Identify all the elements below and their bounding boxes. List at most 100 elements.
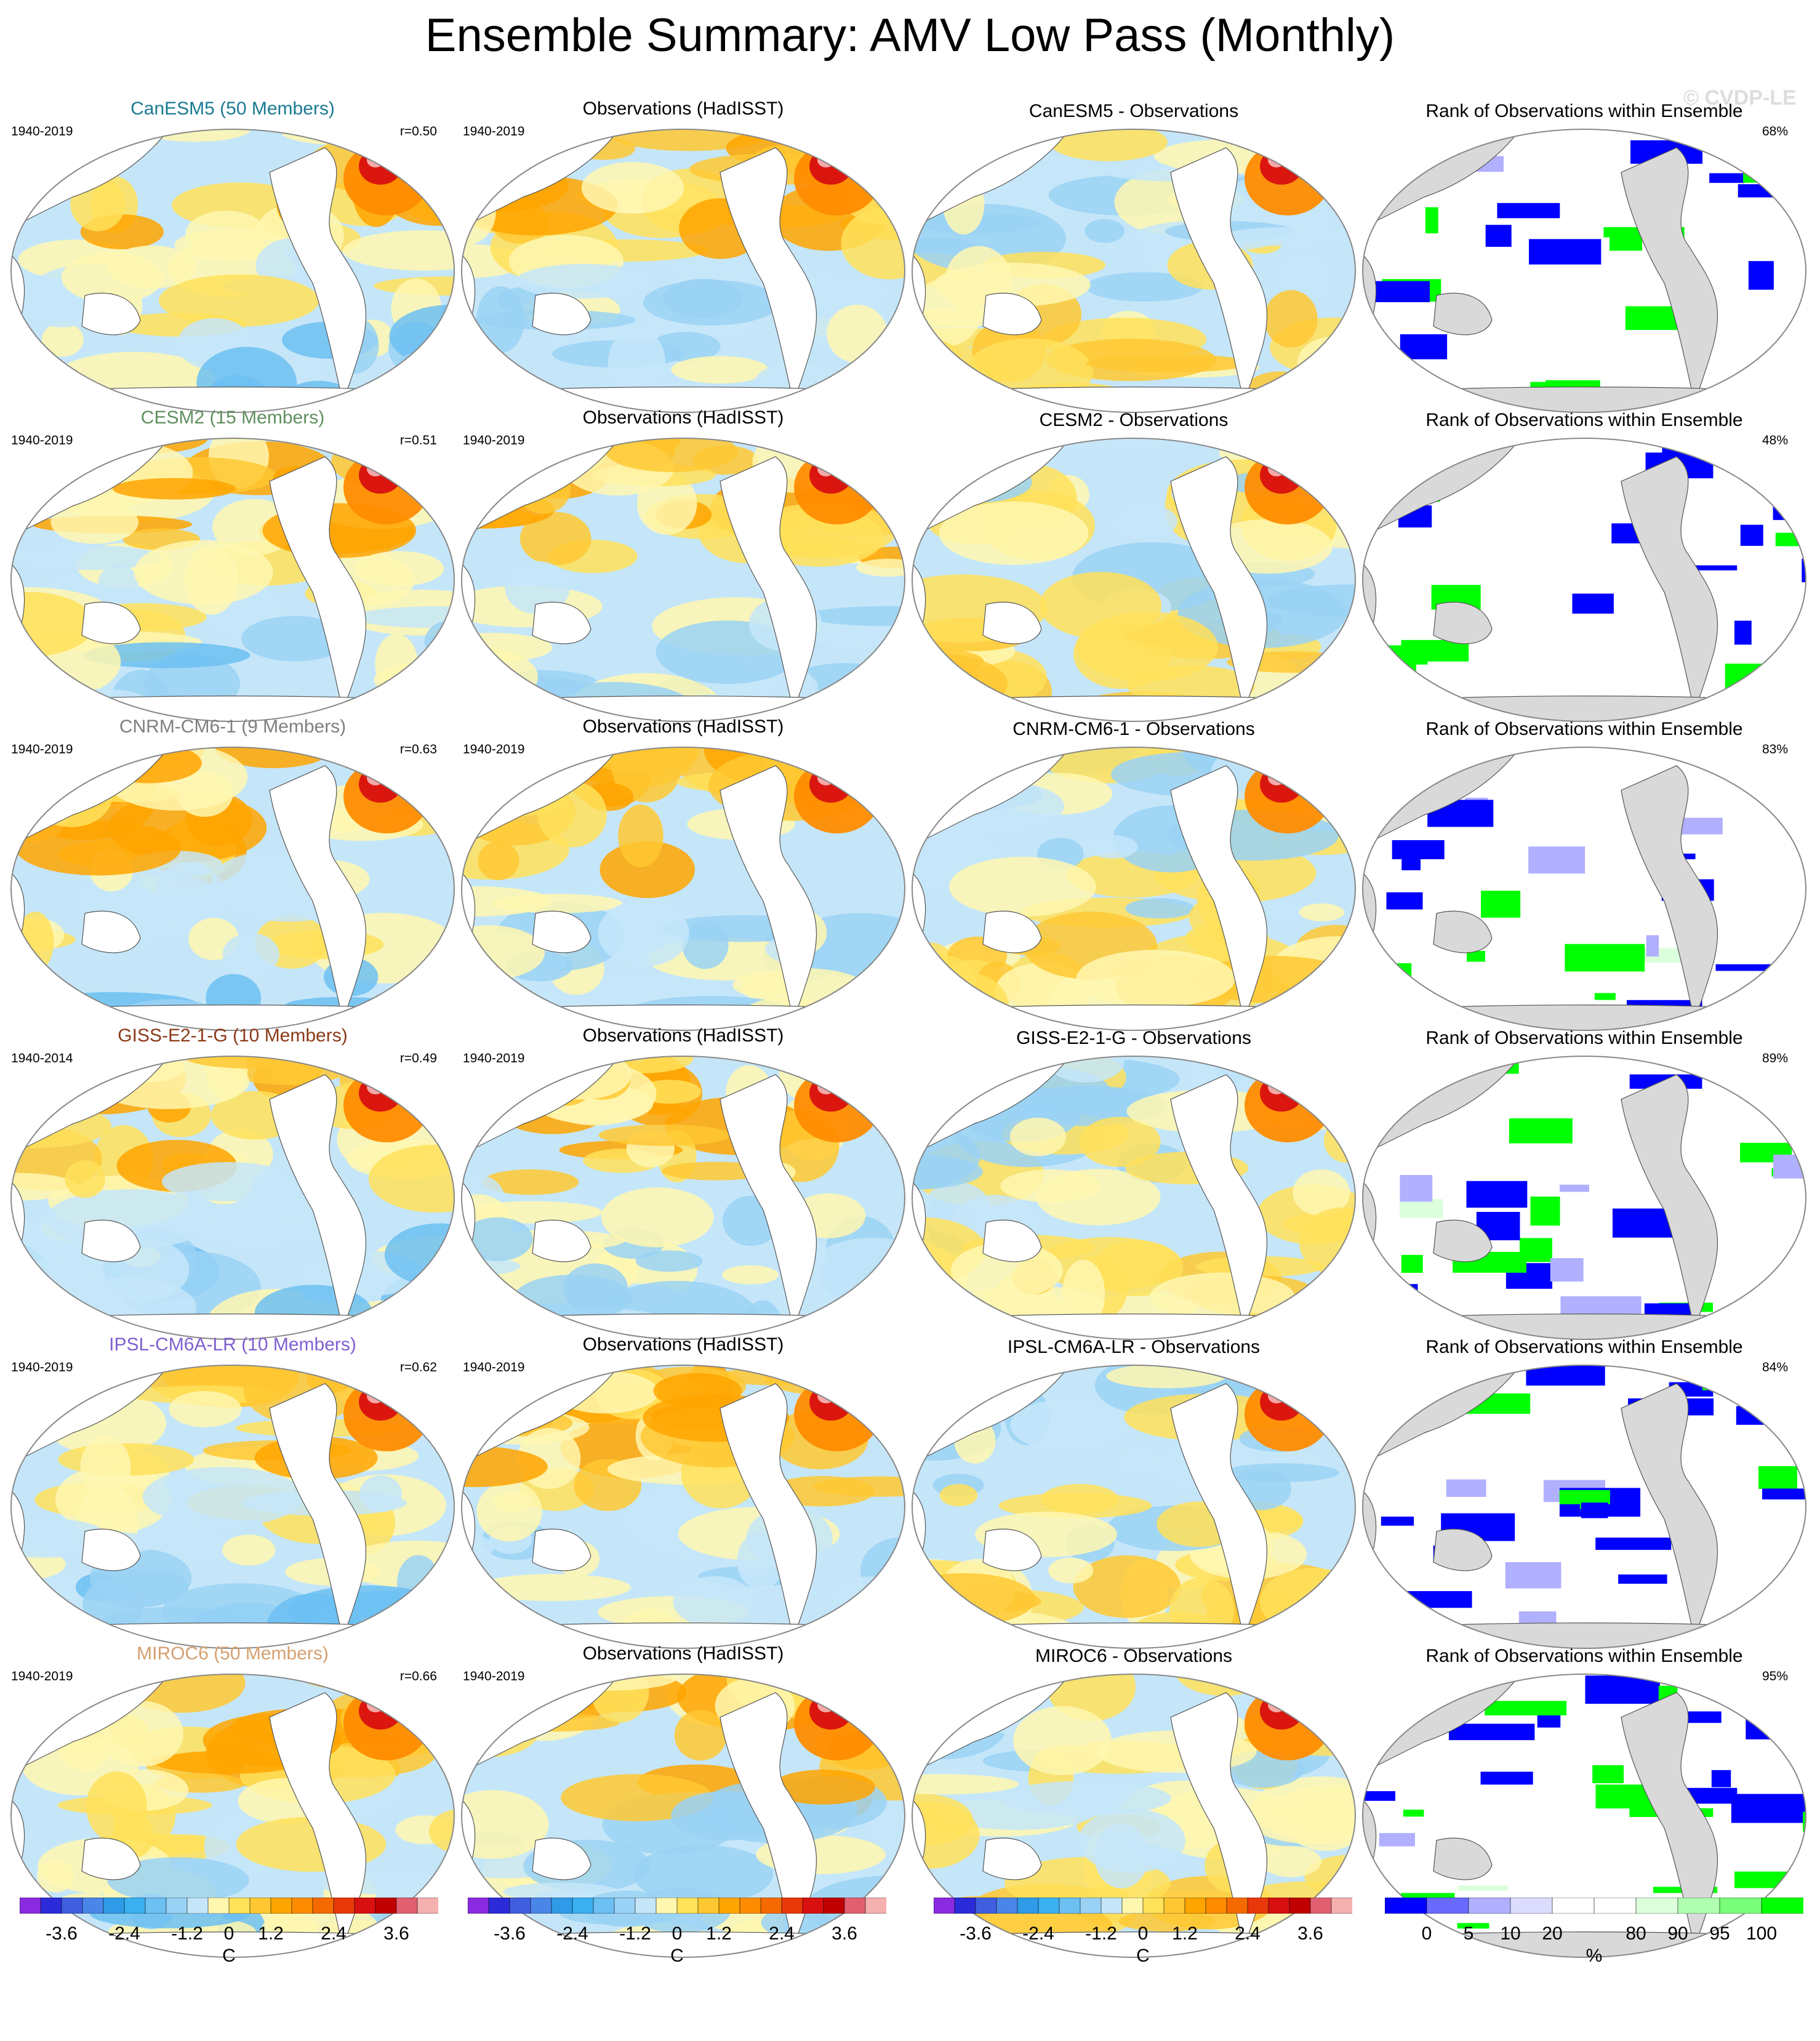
colorbar-swatch — [468, 1898, 489, 1914]
obs-map — [461, 1056, 905, 1340]
model-map — [10, 438, 455, 722]
rank-percent: 89% — [1762, 1051, 1788, 1065]
colorbar-swatch — [1331, 1898, 1352, 1914]
colorbar-swatch — [375, 1898, 397, 1914]
colorbar-tick-label: 3.6 — [832, 1923, 857, 1944]
figure-title: Ensemble Summary: AMV Low Pass (Monthly) — [425, 9, 1395, 62]
rank-map — [1362, 1365, 1806, 1649]
colorbar-swatch — [1268, 1898, 1290, 1914]
model-period: 1940-2019 — [11, 124, 73, 138]
colorbar-tick-label: -1.2 — [1085, 1923, 1117, 1944]
pattern-correlation: r=0.51 — [399, 433, 437, 447]
rank-percent: 48% — [1762, 433, 1788, 447]
model-title: IPSL-CM6A-LR (10 Members) — [109, 1334, 356, 1355]
model-title: CESM2 (15 Members) — [140, 407, 325, 428]
obs-title: Observations (HadISST) — [582, 98, 784, 119]
colorbar-unit: C — [222, 1946, 236, 1966]
rank-title: Rank of Observations within Ensemble — [1425, 410, 1743, 430]
colorbar-tick-label: 2.4 — [769, 1923, 795, 1944]
colorbar-swatch — [635, 1898, 657, 1914]
rank-percent: 84% — [1762, 1360, 1788, 1374]
rank-colorbar — [1385, 1898, 1803, 1914]
rank-title: Rank of Observations within Ensemble — [1425, 1337, 1743, 1357]
colorbar-swatch — [676, 1898, 699, 1914]
colorbar-tick-label: -1.2 — [171, 1923, 203, 1944]
colorbar-swatch — [1719, 1898, 1762, 1914]
obs-title: Observations (HadISST) — [582, 1643, 784, 1664]
colorbar-swatch — [1426, 1898, 1469, 1914]
colorbar-swatch — [593, 1898, 615, 1914]
colorbar-unit: C — [1136, 1946, 1150, 1966]
colorbar-swatch — [1468, 1898, 1511, 1914]
colorbar-swatch — [124, 1898, 146, 1914]
colorbar-tick-label: 10 — [1500, 1923, 1521, 1944]
colorbar-swatch — [760, 1898, 782, 1914]
colorbar-tick-label: 0 — [671, 1923, 683, 1944]
colorbar-swatch — [1761, 1898, 1803, 1914]
colorbar-swatch — [934, 1898, 955, 1914]
obs-title: Observations (HadISST) — [582, 1025, 784, 1046]
colorbar-swatch — [1289, 1898, 1311, 1914]
colorbar-swatch — [1017, 1898, 1039, 1914]
model-period: 1940-2019 — [11, 1360, 73, 1374]
colorbar-swatch — [270, 1898, 292, 1914]
colorbar-tick-label: -2.4 — [556, 1923, 588, 1944]
model-period: 1940-2019 — [11, 1669, 73, 1683]
colorbar-tick-label: 90 — [1667, 1923, 1688, 1944]
colorbar-tick-label: -3.6 — [494, 1923, 526, 1944]
colorbar-swatch — [82, 1898, 104, 1914]
colorbar-swatch — [996, 1898, 1018, 1914]
colorbar-tick-label: -1.2 — [619, 1923, 651, 1944]
diff-title: CESM2 - Observations — [1039, 410, 1229, 430]
colorbar-swatch — [1310, 1898, 1332, 1914]
colorbar-tick-label: -2.4 — [1022, 1923, 1054, 1944]
rank-percent: 83% — [1762, 742, 1788, 756]
obs-period: 1940-2019 — [463, 1051, 525, 1065]
colorbar-swatch — [614, 1898, 636, 1914]
rank-map — [1362, 747, 1806, 1031]
rank-map — [1362, 129, 1806, 413]
colorbar-tick-label: 95 — [1709, 1923, 1730, 1944]
model-map — [10, 1365, 455, 1649]
colorbar-swatch — [718, 1898, 740, 1914]
colorbar-swatch — [954, 1898, 976, 1914]
model-map — [10, 747, 455, 1031]
colorbar-tick-label: 2.4 — [321, 1923, 347, 1944]
obs-period: 1940-2019 — [463, 1669, 525, 1683]
colorbar-swatch — [551, 1898, 573, 1914]
colorbar-tick-label: 80 — [1626, 1923, 1646, 1944]
obs-map — [461, 1674, 905, 1958]
diff-map — [912, 438, 1356, 722]
pattern-correlation: r=0.62 — [399, 1360, 437, 1374]
diff-title: IPSL-CM6A-LR - Observations — [1007, 1337, 1261, 1357]
colorbar-swatch — [207, 1898, 230, 1914]
diff-title: CanESM5 - Observations — [1028, 101, 1239, 121]
obs-map — [461, 438, 905, 722]
colorbar-swatch — [802, 1898, 824, 1914]
rank-title: Rank of Observations within Ensemble — [1425, 101, 1743, 121]
model-period: 1940-2019 — [11, 742, 73, 756]
colorbar-swatch — [186, 1898, 209, 1914]
colorbar-swatch — [312, 1898, 334, 1914]
rank-title: Rank of Observations within Ensemble — [1425, 1646, 1743, 1666]
colorbar-swatch — [865, 1898, 886, 1914]
diff-map — [912, 1365, 1356, 1649]
obs-map — [461, 1365, 905, 1649]
colorbar-swatch — [781, 1898, 803, 1914]
colorbar-swatch — [61, 1898, 83, 1914]
model-map — [10, 1674, 455, 1958]
temp-colorbar-obscol — [468, 1898, 886, 1914]
diff-map — [912, 1674, 1356, 1958]
rank-percent: 95% — [1762, 1669, 1788, 1683]
diff-title: CNRM-CM6-1 - Observations — [1012, 719, 1255, 739]
diff-map — [912, 129, 1356, 413]
colorbar-swatch — [249, 1898, 271, 1914]
colorbar-swatch — [1205, 1898, 1227, 1914]
colorbar-swatch — [1510, 1898, 1553, 1914]
colorbar-swatch — [396, 1898, 418, 1914]
model-map — [10, 1056, 455, 1340]
colorbar-swatch — [291, 1898, 313, 1914]
model-title: CNRM-CM6-1 (9 Members) — [119, 716, 347, 737]
colorbar-swatch — [509, 1898, 531, 1914]
colorbar-swatch — [1080, 1898, 1102, 1914]
